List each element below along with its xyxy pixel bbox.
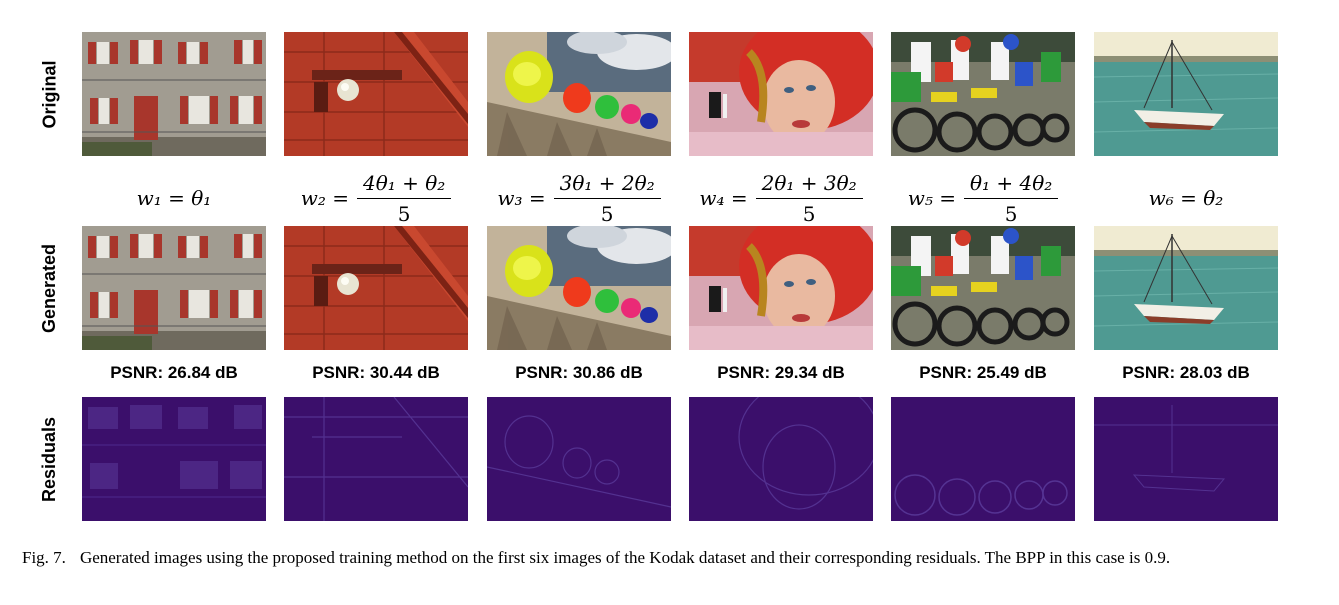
row-label-residuals-text: Residuals [39, 416, 60, 502]
residual-image-2 [284, 397, 468, 521]
weight-formula-3-numerator: 3θ₁ + 2θ₂ [553, 171, 661, 199]
original-image-3 [487, 32, 671, 156]
weight-formula-5-lhs: w₅ = [907, 186, 956, 210]
psnr-label-1: PSNR: 26.84 dB [110, 363, 238, 382]
figure-caption-text: Generated images using the proposed trai… [79, 548, 1171, 567]
psnr-label-4: PSNR: 29.34 dB [717, 363, 845, 382]
generated-image-1 [82, 226, 266, 350]
residual-image-6 [1094, 397, 1278, 521]
weight-formula-4: w₄ = 2θ₁ + 3θ₂ 5 [686, 168, 876, 228]
original-image-1 [82, 32, 266, 156]
residual-image-4 [689, 397, 873, 521]
figure-number: Fig. 7. [22, 548, 66, 567]
residual-image-3 [487, 397, 671, 521]
weight-formula-3-fraction: 3θ₁ + 2θ₂ 5 [553, 171, 661, 226]
weight-formula-1: w₁ = θ₁ [79, 168, 269, 228]
weight-formula-3: w₃ = 3θ₁ + 2θ₂ 5 [484, 168, 674, 228]
figure-caption: Fig. 7. Generated images using the propos… [22, 548, 1314, 568]
psnr-label-3: PSNR: 30.86 dB [515, 363, 643, 382]
weight-formula-5: w₅ = θ₁ + 4θ₂ 5 [888, 168, 1078, 228]
residual-image-1 [82, 397, 266, 521]
weight-formula-4-numerator: 2θ₁ + 3θ₂ [755, 171, 863, 199]
residual-image-5 [891, 397, 1075, 521]
generated-image-6 [1094, 226, 1278, 350]
weight-formula-5-denominator: 5 [1004, 201, 1018, 226]
generated-image-5 [891, 226, 1075, 350]
weight-formula-2-lhs: w₂ = [300, 186, 349, 210]
psnr-label-5: PSNR: 25.49 dB [919, 363, 1047, 382]
weight-formula-5-fraction: θ₁ + 4θ₂ 5 [963, 171, 1059, 226]
original-image-2 [284, 32, 468, 156]
row-label-residuals: Residuals [30, 397, 70, 521]
weight-formula-4-lhs: w₄ = [699, 186, 748, 210]
original-image-5 [891, 32, 1075, 156]
original-image-6 [1094, 32, 1278, 156]
row-label-original: Original [30, 32, 70, 156]
weight-formula-5-numerator: θ₁ + 4θ₂ [963, 171, 1059, 199]
weight-formula-6: w₆ = θ₂ [1091, 168, 1281, 228]
psnr-label-2: PSNR: 30.44 dB [312, 363, 440, 382]
generated-image-2 [284, 226, 468, 350]
weight-formula-3-lhs: w₃ = [497, 186, 546, 210]
weight-formula-4-denominator: 5 [802, 201, 816, 226]
psnr-label-6: PSNR: 28.03 dB [1122, 363, 1250, 382]
weight-formula-2-denominator: 5 [397, 201, 411, 226]
original-image-4 [689, 32, 873, 156]
row-label-generated: Generated [30, 226, 70, 350]
weight-formula-1-text: w₁ = θ₁ [136, 186, 212, 210]
row-label-original-text: Original [39, 59, 60, 129]
generated-image-3 [487, 226, 671, 350]
weight-formula-3-denominator: 5 [600, 201, 614, 226]
weight-formula-2-fraction: 4θ₁ + θ₂ 5 [356, 171, 452, 226]
weight-formula-4-fraction: 2θ₁ + 3θ₂ 5 [755, 171, 863, 226]
weight-formula-2: w₂ = 4θ₁ + θ₂ 5 [281, 168, 471, 228]
generated-image-4 [689, 226, 873, 350]
weight-formula-2-numerator: 4θ₁ + θ₂ [356, 171, 452, 199]
weight-formula-6-text: w₆ = θ₂ [1148, 186, 1224, 210]
row-label-generated-text: Generated [39, 243, 60, 333]
